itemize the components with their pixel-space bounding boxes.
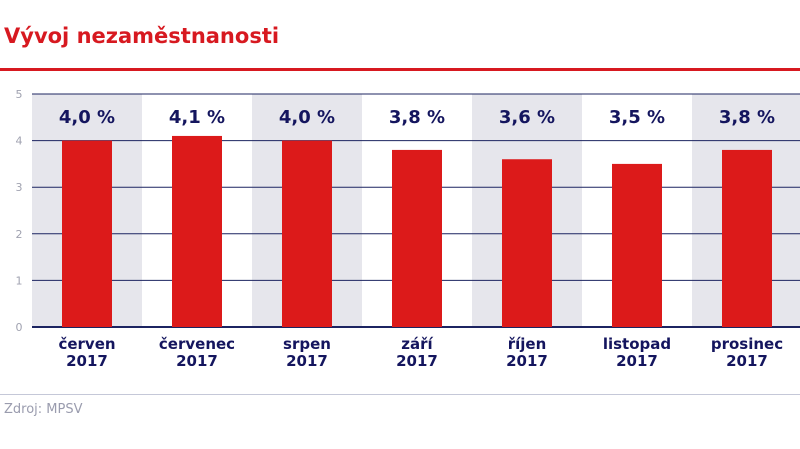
bar [502, 159, 552, 327]
x-tick-label-year: 2017 [286, 352, 328, 370]
data-label: 3,5 % [609, 107, 665, 128]
bar [172, 135, 222, 327]
y-tick-label: 5 [16, 88, 23, 101]
x-tick-label: prosinec [711, 335, 783, 353]
bar [612, 163, 662, 327]
data-label: 4,1 % [169, 107, 225, 128]
bar [62, 140, 112, 327]
x-tick-label-year: 2017 [396, 352, 438, 370]
title-divider [0, 68, 800, 71]
chart-title: Vývoj nezaměstnanosti [4, 24, 280, 48]
source-note: Zdroj: MPSV [4, 402, 83, 417]
y-tick-label: 0 [16, 321, 23, 334]
x-tick-label-year: 2017 [726, 352, 768, 370]
x-tick-label-year: 2017 [176, 352, 218, 370]
bar [282, 140, 332, 327]
x-tick-label: srpen [283, 335, 331, 353]
x-tick-label: červenec [159, 335, 235, 353]
x-tick-label: listopad [603, 335, 671, 353]
bar [392, 149, 442, 327]
footer-divider [0, 394, 800, 395]
x-tick-label: červen [58, 335, 115, 353]
data-label: 3,8 % [389, 107, 445, 128]
data-label: 3,6 % [499, 107, 555, 128]
x-tick-label: září [401, 335, 433, 353]
y-tick-label: 3 [16, 181, 23, 194]
x-tick-label-year: 2017 [616, 352, 658, 370]
y-tick-label: 1 [16, 274, 23, 287]
x-tick-label-year: 2017 [66, 352, 108, 370]
data-label: 4,0 % [279, 107, 335, 128]
y-tick-label: 2 [16, 228, 23, 241]
x-tick-label: říjen [508, 335, 547, 353]
y-tick-label: 4 [16, 135, 23, 148]
x-tick-label-year: 2017 [506, 352, 548, 370]
data-label: 4,0 % [59, 107, 115, 128]
bar [722, 149, 772, 327]
data-label: 3,8 % [719, 107, 775, 128]
